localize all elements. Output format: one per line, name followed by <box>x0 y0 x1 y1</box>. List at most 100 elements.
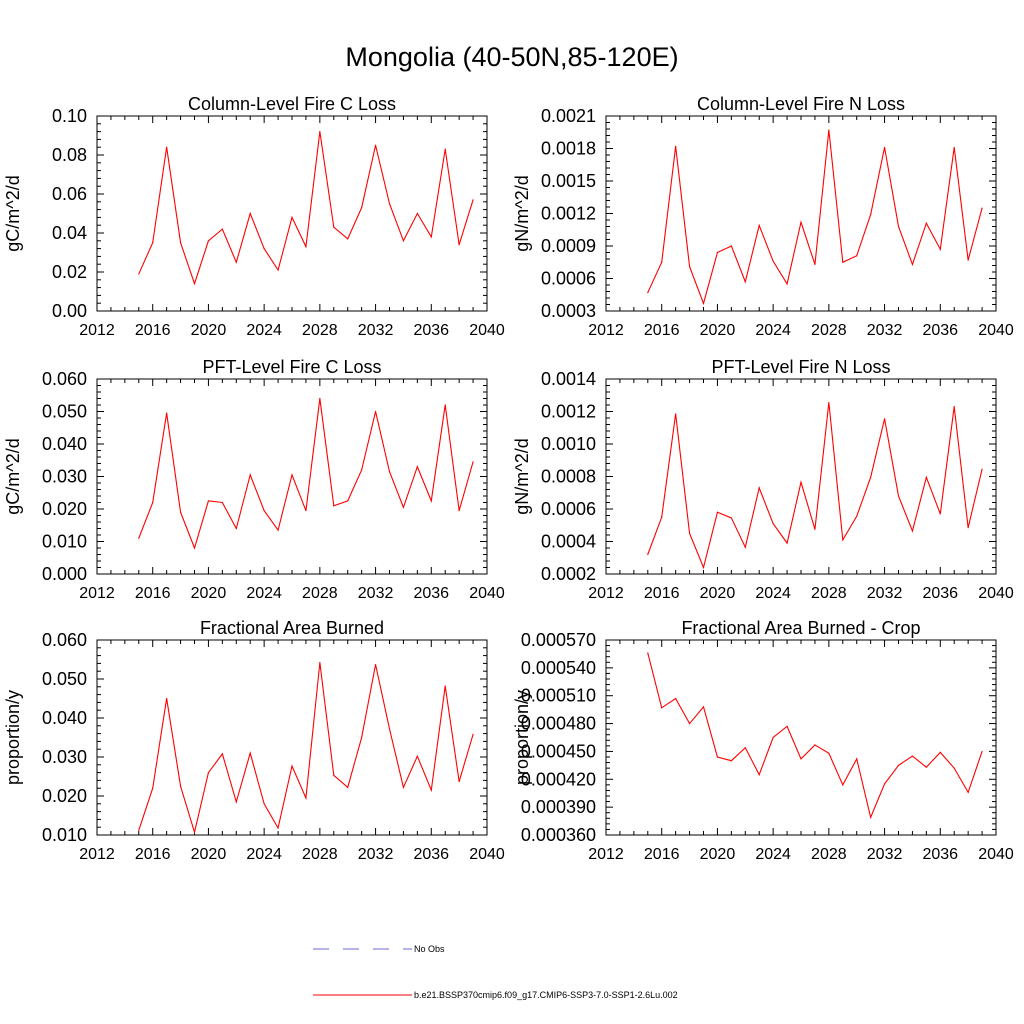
data-point <box>361 207 363 209</box>
data-point <box>897 225 900 228</box>
chart-title: PFT-Level Fire C Loss <box>202 357 381 377</box>
y-axis-label: proportion/y <box>3 690 23 785</box>
data-point <box>842 784 844 786</box>
x-tick-label: 2012 <box>79 322 115 339</box>
x-tick-label: 2016 <box>644 846 680 863</box>
data-point <box>458 244 460 246</box>
x-tick-label: 2040 <box>978 585 1014 602</box>
data-point <box>221 501 223 504</box>
data-point <box>800 221 802 223</box>
y-tick-label: 0.0006 <box>541 499 596 519</box>
x-tick-label: 2028 <box>811 322 847 339</box>
data-point <box>730 245 732 247</box>
data-point <box>744 747 746 749</box>
y-tick-label: 0.0003 <box>541 301 596 321</box>
y-tick-label: 0.0002 <box>541 564 596 584</box>
data-point <box>647 291 649 294</box>
y-tick-label: 0.050 <box>42 669 87 689</box>
data-point <box>772 260 774 262</box>
series-line-0 <box>138 131 474 286</box>
data-point <box>870 476 872 478</box>
data-point <box>347 786 349 789</box>
chart-title: Fractional Area Burned <box>200 618 384 638</box>
plot-frame <box>96 115 488 312</box>
data-point <box>688 532 691 534</box>
y-tick-label: 0.000570 <box>521 630 596 650</box>
data-point <box>661 707 663 709</box>
data-point <box>967 527 969 529</box>
data-point <box>152 242 154 244</box>
data-point <box>911 530 914 532</box>
y-tick-label: 0.020 <box>42 786 87 806</box>
data-point <box>179 511 182 513</box>
data-point <box>166 412 168 414</box>
y-tick-label: 0.0015 <box>541 171 596 191</box>
data-point <box>772 523 774 525</box>
data-point <box>814 744 816 746</box>
chart-panels: Column-Level Fire C Loss gC/m^2/d 2012 2016… <box>3 94 1014 863</box>
data-point <box>152 501 154 504</box>
data-point <box>291 474 293 476</box>
data-point <box>967 791 969 793</box>
data-point <box>416 755 418 757</box>
data-point <box>856 255 858 257</box>
y-tick-label: 0.060 <box>42 630 87 650</box>
x-tick-label: 2020 <box>191 322 227 339</box>
data-point <box>883 783 886 785</box>
data-point <box>911 263 914 266</box>
x-tick-label: 2040 <box>469 585 505 602</box>
data-point <box>207 500 210 502</box>
data-point <box>675 697 677 700</box>
y-tick-label: 0.000480 <box>521 714 596 734</box>
data-point <box>305 797 307 799</box>
x-tick-label: 2024 <box>755 585 791 602</box>
data-point <box>374 663 377 666</box>
x-tick-label: 2024 <box>246 846 282 863</box>
data-point <box>870 213 872 216</box>
x-tick-label: 2020 <box>700 322 736 339</box>
chart-title: Column-Level Fire C Loss <box>188 94 396 114</box>
y-tick-label: 0.0004 <box>541 532 596 552</box>
x-tick-label: 2032 <box>867 585 903 602</box>
data-point <box>786 725 788 727</box>
y-tick-label: 0.060 <box>42 369 87 389</box>
y-tick-label: 0.0014 <box>541 369 596 389</box>
y-tick-label: 0.08 <box>52 145 87 165</box>
x-tick-label: 2032 <box>867 322 903 339</box>
y-tick-label: 0.10 <box>52 106 87 126</box>
data-point <box>744 546 746 548</box>
data-point <box>716 511 719 513</box>
data-point <box>661 261 663 263</box>
data-point <box>221 753 223 755</box>
data-point <box>953 767 955 769</box>
data-point <box>305 510 307 512</box>
x-tick-label: 2032 <box>867 846 903 863</box>
x-tick-label: 2012 <box>79 585 115 602</box>
data-point <box>193 547 196 549</box>
data-point <box>758 774 760 776</box>
data-point <box>291 216 293 218</box>
data-point <box>981 750 983 753</box>
x-tick-label: 2028 <box>302 846 338 863</box>
data-point <box>925 766 927 768</box>
chart-fractional-area-burned-crop: Fractional Area Burned - Crop proportion/… <box>512 618 1014 863</box>
data-point <box>730 760 732 762</box>
y-tick-label: 0.040 <box>42 434 87 454</box>
data-point <box>430 236 432 238</box>
data-point <box>647 553 649 556</box>
data-point <box>263 510 265 512</box>
data-point <box>883 146 886 149</box>
y-tick-label: 0.000360 <box>521 825 596 845</box>
plot-frame <box>605 115 997 312</box>
y-tick-label: 0.0006 <box>541 269 596 289</box>
figure-title: Mongolia (40-50N,85-120E) <box>345 42 678 72</box>
x-tick-label: 2016 <box>135 846 171 863</box>
plot-frame <box>96 639 488 836</box>
x-tick-label: 2012 <box>588 846 624 863</box>
series-line-0 <box>647 652 983 820</box>
data-point <box>319 662 321 664</box>
chart-title: Column-Level Fire N Loss <box>697 94 905 114</box>
data-point <box>430 500 432 502</box>
data-point <box>702 566 705 569</box>
